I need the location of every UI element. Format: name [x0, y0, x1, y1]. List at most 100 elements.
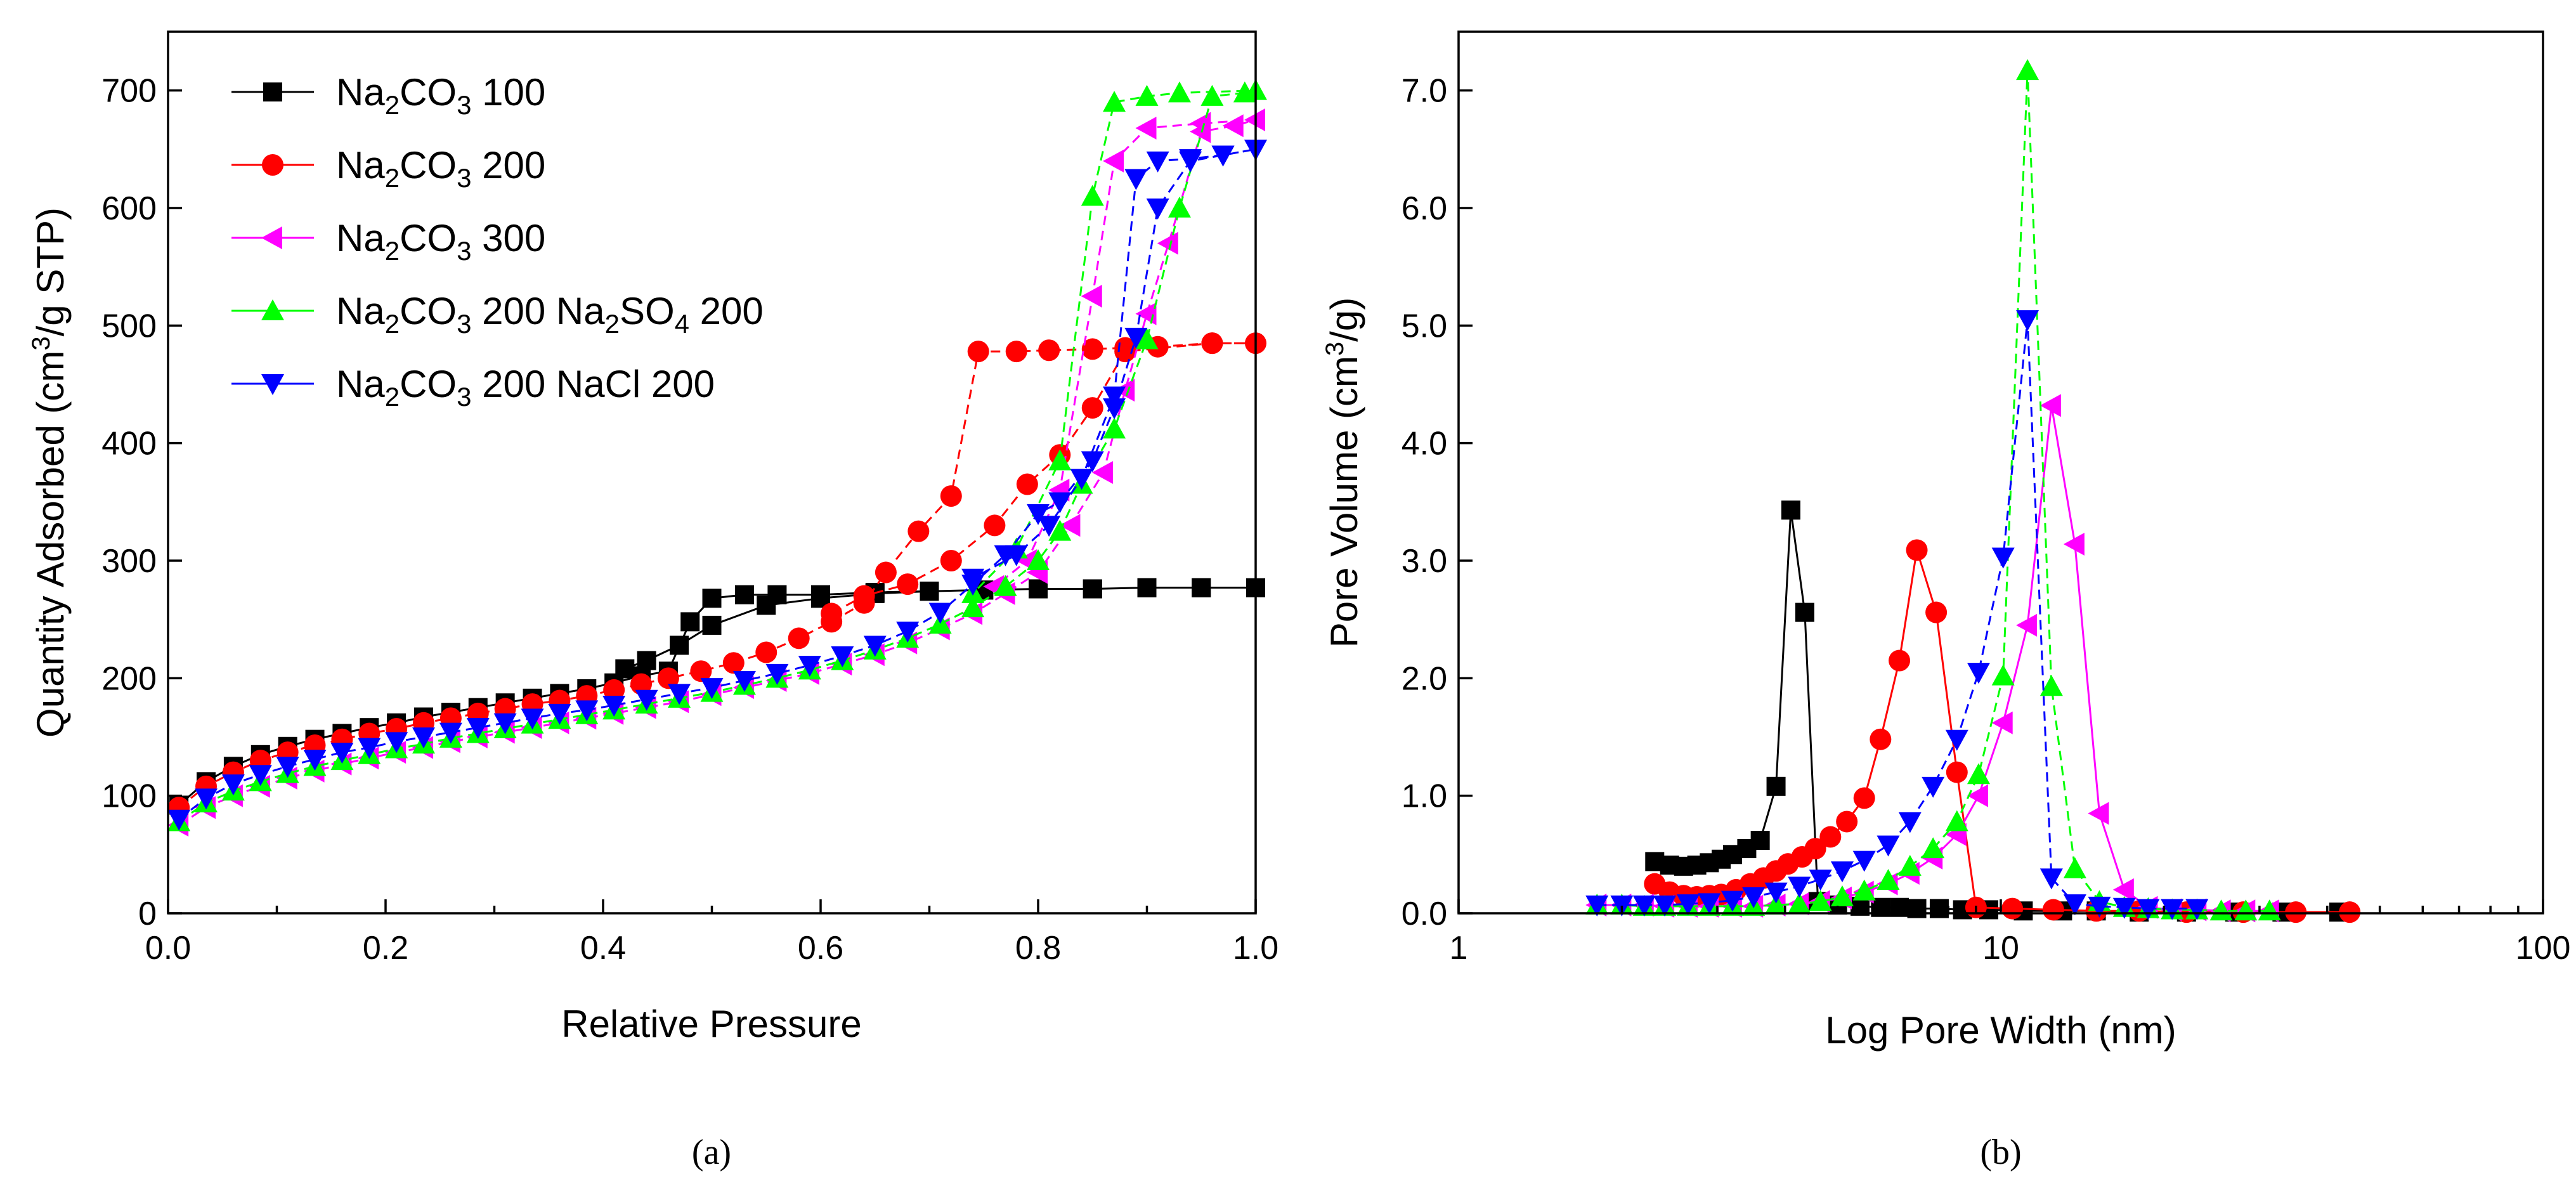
panel-a-data-point: [221, 774, 245, 796]
panel-a-data-point: [330, 743, 354, 764]
panel-b-ticks: 1 10 100 0.0 1.0 2.0 3.0 4.0 5.0 6.0 7.0: [1402, 73, 2571, 967]
legend-item: Na2CO3 200 NaCl 200: [231, 363, 715, 412]
panel-b-data-point: [1870, 728, 1892, 750]
panel-a-data-point: [940, 485, 962, 507]
panel-a-data-point: [920, 582, 939, 601]
panel-b-x-tick-label: 100: [2516, 930, 2571, 967]
panel-b-series-0: [1645, 500, 2348, 922]
panel-a-data-point: [940, 550, 962, 571]
panel-a-data-point: [1157, 231, 1178, 255]
panel-a-data-point: [412, 727, 436, 748]
panel-a-data-point: [1016, 473, 1038, 495]
panel-b-data-point: [1967, 784, 1988, 807]
panel-a-data-point: [1146, 151, 1169, 173]
panel-a-data-point: [702, 615, 722, 635]
panel-a-x-tick-label: 1.0: [1233, 930, 1278, 967]
panel-a-data-point: [602, 695, 626, 717]
panel-b-data-point: [1991, 664, 2015, 686]
panel-b-data-point: [1830, 885, 1854, 907]
panel-b-y-tick-label: 6.0: [1402, 190, 1447, 227]
legend-marker: [261, 226, 282, 249]
panel-a-data-point: [798, 655, 821, 677]
panel-a-ticks: 0.0 0.2 0.4 0.6 0.8 1.0 0 100 200 300 400 500 600 700: [101, 73, 1278, 967]
panel-a-data-point: [755, 641, 777, 663]
panel-a-data-point: [831, 646, 854, 668]
panel-b-data-point: [1853, 787, 1875, 809]
panel-a-marks: [167, 79, 1267, 837]
legend-marker: [261, 299, 284, 320]
legend-item: Na2CO3 200 Na2SO4 200: [231, 290, 764, 339]
legend-label: Na2CO3 200: [336, 144, 545, 193]
panel-b-caption: (b): [1980, 1133, 2021, 1172]
panel-b-data-point: [1852, 850, 1876, 872]
panel-a-data-point: [1005, 341, 1027, 363]
panel-b-data-point: [2063, 857, 2086, 878]
legend-label: Na2CO3 200 NaCl 200: [336, 363, 715, 412]
panel-a-data-point: [1005, 545, 1028, 566]
panel-b-data-point: [2039, 675, 2063, 696]
panel-a-data-point: [757, 596, 776, 615]
panel-a-data-point: [1135, 84, 1159, 106]
panel-a-data-point: [1081, 285, 1102, 308]
panel-b-marks: [1585, 59, 2361, 923]
legend-item: Na2CO3 200: [231, 144, 545, 193]
panel-b-data-point: [1764, 882, 1788, 904]
panel-a-data-point: [1038, 516, 1061, 537]
panel-a-data-point: [875, 561, 897, 583]
panel-a-data-point: [637, 651, 656, 670]
panel-b-series-line: [1654, 510, 2339, 913]
panel-b-series-4: [1585, 310, 2209, 920]
panel-b-data-point: [1877, 835, 1900, 857]
panel-b-data-point: [1946, 761, 1968, 783]
panel-b-data-point: [2285, 901, 2307, 923]
panel-a-data-point: [1059, 514, 1081, 537]
panel-b-data-point: [1967, 663, 1990, 684]
panel-a-data-point: [1083, 579, 1102, 599]
panel-a-data-point: [863, 635, 887, 657]
panel-a-data-point: [1201, 332, 1223, 355]
panel-b-data-point: [1804, 838, 1826, 860]
panel-a-data-point: [521, 708, 544, 730]
panel-b-data-point: [1809, 890, 1832, 911]
legend-item: Na2CO3 300: [231, 217, 545, 266]
panel-a-data-point: [1038, 339, 1060, 362]
panel-a-data-point: [1137, 578, 1157, 597]
panel-a-data-point: [303, 750, 327, 771]
panel-b-x-tick-label: 10: [1982, 930, 2019, 967]
panel-a-y-tick-label: 0: [138, 896, 157, 932]
panel-b-data-point: [1830, 861, 1854, 883]
panel-a-data-point: [1200, 84, 1224, 106]
panel-a-data-point: [1103, 398, 1126, 420]
legend-marker: [263, 82, 282, 101]
panel-a-data-point: [493, 713, 517, 734]
panel-a-x-tick-label: 0.4: [580, 930, 626, 967]
panel-a-data-point: [1168, 81, 1191, 103]
panel-a-data-point: [1070, 469, 1093, 490]
panel-b-data-point: [1764, 894, 1788, 915]
panel-b-data-point: [2339, 901, 2361, 923]
panel-a-data-point: [1179, 149, 1202, 171]
panel-b-data-point: [1877, 869, 1900, 890]
panel-a-data-point: [1135, 116, 1157, 140]
panel-a-data-point: [690, 660, 712, 682]
panel-a-data-point: [961, 596, 985, 618]
panel-a-data-point: [1103, 417, 1126, 439]
panel-b-data-point: [2258, 899, 2281, 921]
panel-b-data-point: [1585, 896, 1609, 917]
panel-b-data-point: [2063, 533, 2085, 556]
panel-a-data-point: [1048, 492, 1072, 514]
panel-b-data-point: [1929, 899, 1949, 918]
legend-item: Na2CO3 100: [231, 71, 545, 120]
panel-a-data-point: [1135, 328, 1159, 349]
panel-b-y-tick-label: 7.0: [1402, 73, 1447, 110]
panel-a-data-point: [1103, 386, 1126, 408]
panel-a-data-point: [896, 622, 920, 643]
panel-b-data-point: [1809, 870, 1832, 891]
panel-a-data-point: [249, 765, 272, 786]
panel-a-y-tick-label: 400: [101, 426, 157, 462]
panel-a-data-point: [1146, 199, 1169, 219]
panel-b-plot-frame: [1457, 30, 2544, 915]
panel-b-series-line: [1597, 405, 2270, 912]
panel-a-data-point: [1211, 145, 1235, 167]
panel-a-data-point: [603, 679, 625, 701]
